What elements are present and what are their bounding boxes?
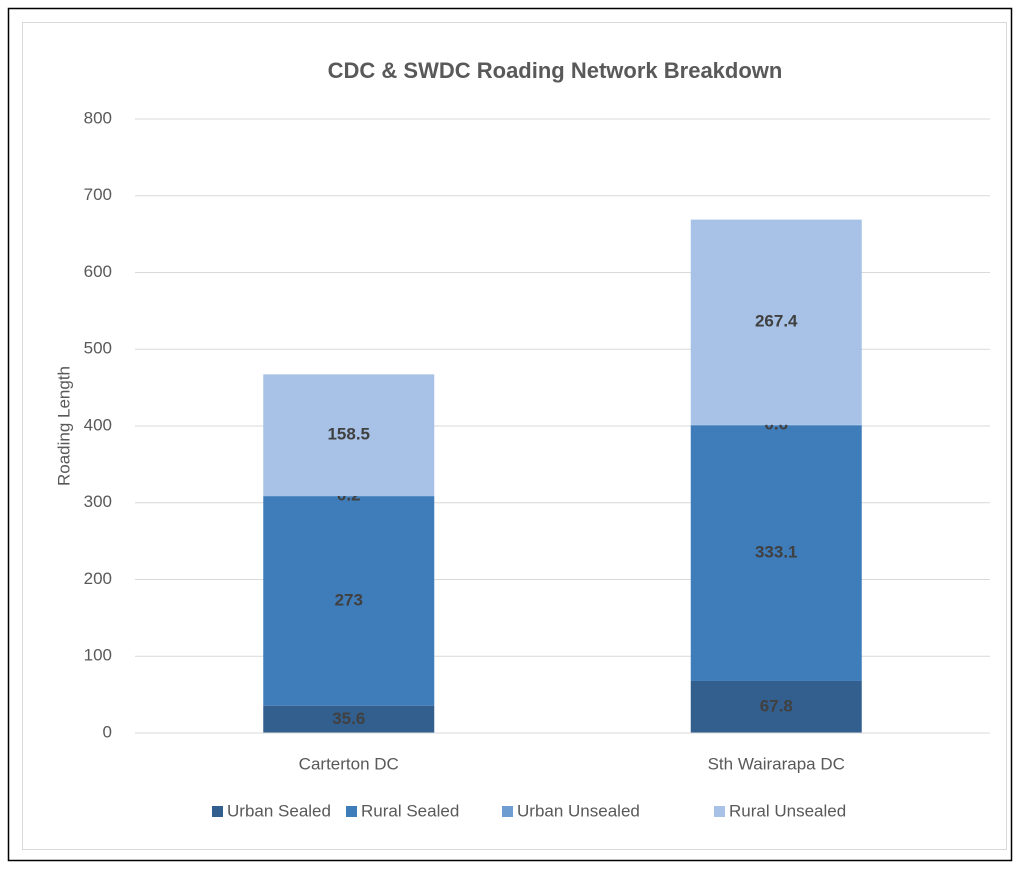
legend-swatch: [212, 806, 223, 817]
y-axis-label: Roading Length: [54, 366, 73, 486]
x-tick-label: Carterton DC: [299, 754, 399, 773]
x-tick-label: Sth Wairarapa DC: [708, 754, 845, 773]
legend-label: Rural Sealed: [361, 801, 459, 820]
bar-segment: [263, 705, 435, 733]
bar-segment: [690, 219, 862, 425]
y-tick-label: 0: [103, 722, 112, 741]
y-tick-label: 400: [84, 415, 112, 434]
y-tick-label: 800: [84, 108, 112, 127]
legend-label: Rural Unsealed: [729, 801, 846, 820]
data-label: 67.8: [760, 696, 793, 715]
data-label: 158.5: [327, 425, 370, 444]
y-tick-label: 200: [84, 569, 112, 588]
chart-title: CDC & SWDC Roading Network Breakdown: [328, 58, 783, 83]
y-tick-label: 500: [84, 339, 112, 358]
y-tick-label: 600: [84, 262, 112, 281]
bar-segment: [263, 496, 435, 706]
legend-label: Urban Unsealed: [517, 801, 640, 820]
legend-swatch: [714, 806, 725, 817]
bar-segment: [690, 425, 862, 681]
data-label: 35.6: [332, 709, 365, 728]
data-label: 267.4: [755, 312, 798, 331]
y-tick-label: 700: [84, 185, 112, 204]
y-tick-label: 100: [84, 646, 112, 665]
bar-segment: [263, 374, 435, 496]
legend-swatch: [502, 806, 513, 817]
y-tick-label: 300: [84, 492, 112, 511]
outer-frame: [7, 7, 1013, 862]
data-label: 333.1: [755, 543, 798, 562]
legend-label: Urban Sealed: [227, 801, 331, 820]
legend-swatch: [346, 806, 357, 817]
data-label: 273: [335, 590, 363, 609]
bar-segment: [690, 680, 862, 733]
